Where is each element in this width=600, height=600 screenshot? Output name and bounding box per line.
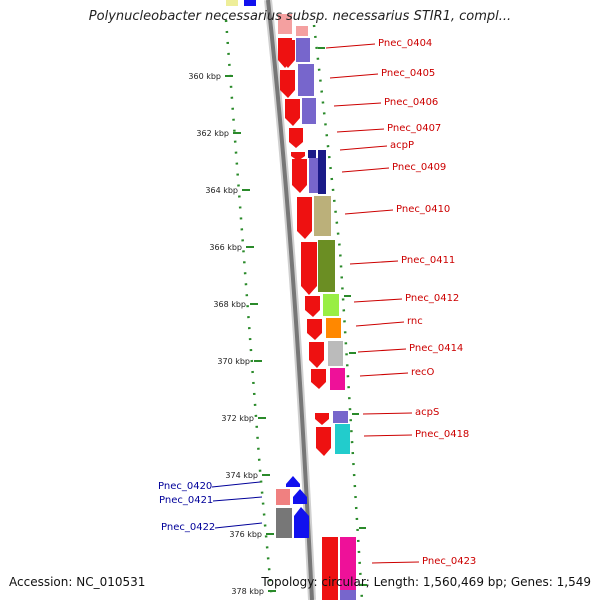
cog-block	[330, 368, 345, 390]
gene-label[interactable]: acpP	[390, 140, 414, 151]
gene-label[interactable]: rnc	[407, 316, 423, 327]
gene-label[interactable]: Pnec_0409	[392, 162, 446, 173]
forward-gene	[280, 70, 295, 98]
tick-label: 372 kbp	[221, 414, 254, 423]
leader-line	[336, 128, 385, 133]
cog-block	[314, 196, 331, 236]
forward-gene	[309, 342, 324, 368]
gene-label[interactable]: Pnec_0406	[384, 97, 438, 108]
gene-label[interactable]: Pnec_0411	[401, 255, 455, 266]
leader-line	[341, 167, 390, 173]
gene-label[interactable]: Pnec_0404	[378, 38, 432, 49]
forward-gene	[315, 413, 329, 425]
tick-label: 364 kbp	[205, 186, 238, 195]
leader-line	[329, 73, 379, 79]
leader-line	[357, 348, 407, 353]
cog-block	[340, 590, 356, 600]
genome-summary: Topology: circular; Length: 1,560,469 bp…	[261, 575, 591, 589]
cog-block	[335, 424, 350, 454]
cog-block	[276, 508, 292, 538]
tick-label: 370 kbp	[217, 357, 250, 366]
cog-block	[323, 294, 339, 316]
accession-label: Accession: NC_010531	[9, 575, 146, 589]
leader-line	[359, 372, 409, 377]
leader-line	[333, 102, 382, 107]
leader-line	[339, 145, 388, 151]
gene-label[interactable]: Pnec_0412	[405, 293, 459, 304]
leader-line	[353, 298, 403, 303]
cog-block	[340, 537, 356, 600]
leader-line	[349, 260, 399, 265]
gene-label[interactable]: Pnec_0421	[159, 495, 213, 506]
gene-label[interactable]: Pnec_0422	[161, 522, 215, 533]
cog-block	[318, 240, 335, 292]
gene-label[interactable]: Pnec_0420	[158, 481, 212, 492]
cog-block	[226, 0, 238, 6]
tick-label: 362 kbp	[196, 129, 229, 138]
forward-gene	[307, 319, 322, 340]
cog-block	[333, 411, 348, 423]
gene-label[interactable]: Pnec_0405	[381, 68, 435, 79]
guide-line-left	[224, 19, 274, 600]
reverse-gene	[294, 507, 309, 538]
leader-line	[214, 522, 263, 529]
leader-line	[211, 481, 261, 488]
cog-block	[318, 150, 326, 194]
cog-block	[296, 26, 308, 36]
leader-line	[362, 412, 413, 415]
leader-line	[344, 209, 394, 215]
tick-label: 368 kbp	[213, 300, 246, 309]
tick-label: 374 kbp	[225, 471, 258, 480]
cog-block	[302, 98, 316, 124]
leader-line	[371, 561, 420, 564]
forward-gene	[281, 40, 295, 68]
cog-block	[276, 489, 290, 505]
gene-label[interactable]: recO	[411, 367, 435, 378]
gene-label[interactable]: Pnec_0410	[396, 204, 450, 215]
leader-line	[355, 321, 405, 327]
forward-gene	[305, 296, 320, 317]
leader-line	[325, 43, 376, 49]
forward-gene	[297, 197, 312, 239]
map-title: Polynucleobacter necessarius subsp. nece…	[88, 9, 512, 24]
tick-label: 366 kbp	[209, 243, 242, 252]
leader-line	[363, 434, 413, 437]
cog-block	[326, 318, 341, 338]
reverse-gene	[244, 0, 256, 6]
cog-block	[298, 64, 314, 96]
reverse-gene	[286, 476, 300, 487]
forward-gene	[285, 99, 300, 126]
forward-gene	[291, 152, 305, 161]
tick-label: 360 kbp	[188, 72, 221, 81]
forward-gene	[301, 242, 317, 295]
reverse-gene	[293, 489, 307, 504]
cog-block	[278, 14, 292, 34]
gene-label[interactable]: Pnec_0423	[422, 556, 476, 567]
cog-block	[296, 38, 310, 62]
cog-block	[308, 150, 316, 158]
forward-gene	[316, 427, 331, 456]
gene-label[interactable]: Pnec_0418	[415, 429, 469, 440]
gene-label[interactable]: Pnec_0414	[409, 343, 463, 354]
tick-label: 376 kbp	[229, 530, 262, 539]
gene-label[interactable]: Pnec_0407	[387, 123, 441, 134]
forward-gene	[292, 159, 307, 193]
gene-label[interactable]: acpS	[415, 407, 439, 418]
forward-gene	[311, 369, 326, 389]
cog-block	[328, 341, 343, 366]
forward-gene	[289, 128, 303, 148]
tick-label: 378 kbp	[231, 587, 264, 596]
leader-line	[212, 496, 263, 502]
forward-gene	[322, 537, 338, 600]
